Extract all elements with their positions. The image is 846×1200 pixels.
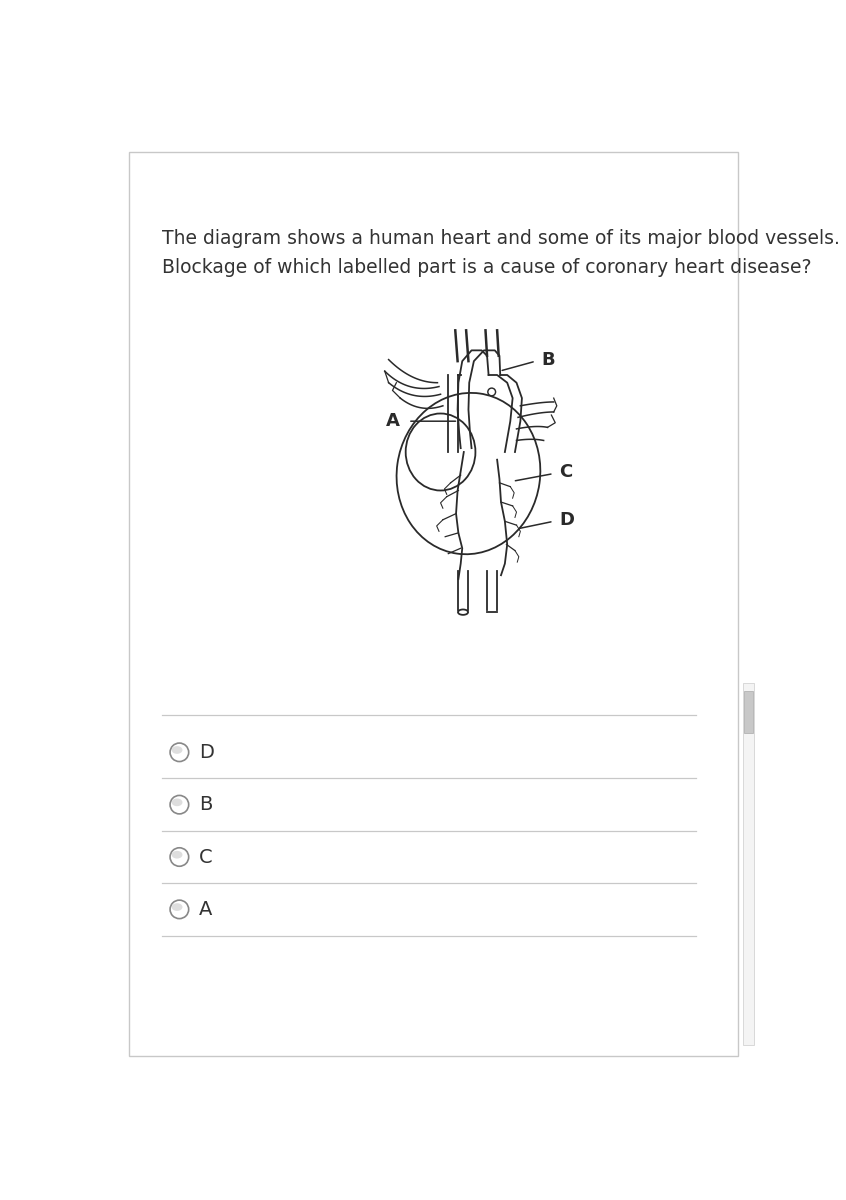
- Ellipse shape: [172, 798, 183, 806]
- Ellipse shape: [406, 414, 475, 491]
- Text: The diagram shows a human heart and some of its major blood vessels.: The diagram shows a human heart and some…: [162, 229, 839, 247]
- Text: A: A: [199, 900, 212, 919]
- Circle shape: [488, 388, 496, 396]
- Text: C: C: [199, 847, 212, 866]
- Bar: [743, 683, 754, 1045]
- Text: Blockage of which labelled part is a cause of coronary heart disease?: Blockage of which labelled part is a cau…: [162, 258, 811, 277]
- Text: D: D: [199, 743, 214, 762]
- Text: B: B: [541, 350, 555, 368]
- Ellipse shape: [458, 610, 468, 614]
- Ellipse shape: [397, 392, 541, 554]
- Circle shape: [170, 900, 189, 919]
- Text: C: C: [559, 463, 573, 481]
- Text: D: D: [559, 511, 574, 529]
- Text: A: A: [387, 413, 400, 431]
- Ellipse shape: [172, 851, 183, 858]
- Circle shape: [170, 796, 189, 814]
- Circle shape: [170, 743, 189, 762]
- Ellipse shape: [172, 746, 183, 754]
- Ellipse shape: [172, 904, 183, 911]
- Bar: [744, 691, 753, 733]
- Circle shape: [170, 847, 189, 866]
- Text: B: B: [199, 796, 212, 814]
